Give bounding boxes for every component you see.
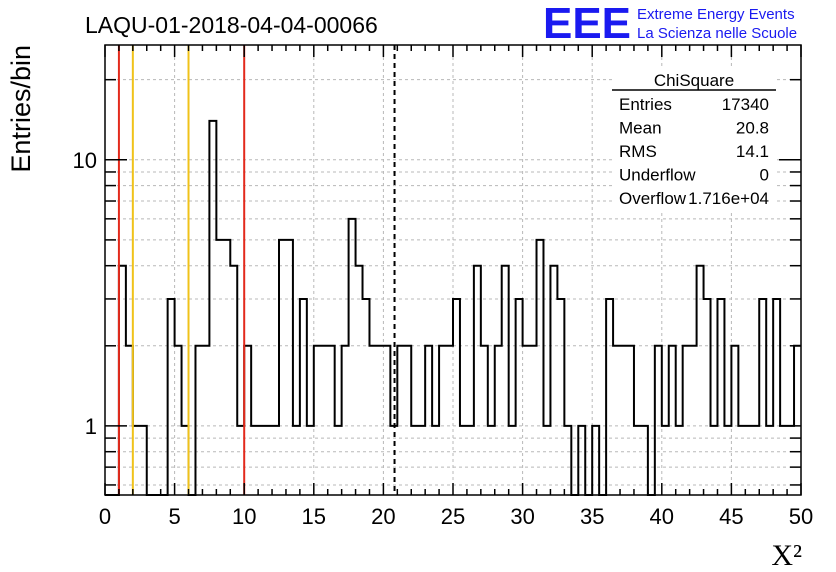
x-tick-label: 0 bbox=[99, 504, 111, 529]
histogram-bin bbox=[209, 121, 216, 495]
histogram-bin bbox=[773, 299, 780, 495]
stats-box: ChiSquare Entries 17340 Mean 20.8 RMS 14.1 Und… bbox=[612, 68, 776, 210]
x-tick-label: 35 bbox=[580, 504, 604, 529]
histogram-bin bbox=[523, 346, 530, 495]
logo-line2: La Scienza nelle Scuole bbox=[637, 25, 797, 42]
histogram-bin bbox=[759, 299, 766, 495]
histogram-bin bbox=[495, 346, 502, 495]
histogram-bin bbox=[286, 240, 293, 495]
histogram-bin bbox=[557, 299, 564, 495]
histogram-bin bbox=[731, 346, 738, 495]
stats-row-label: Entries bbox=[619, 95, 672, 114]
histogram-bin bbox=[321, 346, 328, 495]
histogram-bin bbox=[620, 346, 627, 495]
stats-row-value: 1.716e+04 bbox=[688, 189, 769, 208]
histogram-bin bbox=[537, 240, 544, 495]
histogram-bin bbox=[126, 346, 133, 495]
histogram-bin bbox=[446, 346, 453, 495]
histogram-bin bbox=[279, 240, 286, 495]
stats-row-value: 20.8 bbox=[736, 119, 769, 138]
x-tick-label: 15 bbox=[302, 504, 326, 529]
stats-row-value: 17340 bbox=[722, 95, 769, 114]
stats-row-value: 14.1 bbox=[736, 142, 769, 161]
histogram-bin bbox=[794, 346, 801, 495]
histogram-bin bbox=[300, 299, 307, 495]
histogram-outline bbox=[105, 119, 801, 496]
axes: 0 5 10 15 20 25 30 35 40 45 50 1 10 bbox=[73, 44, 813, 529]
histogram-bin bbox=[195, 346, 202, 495]
y-axis-label: Entries/bin bbox=[6, 45, 36, 173]
histogram-bin bbox=[502, 266, 509, 495]
histogram-bin bbox=[230, 266, 237, 495]
logo-mark: EEE bbox=[543, 0, 631, 48]
x-axis-label: X² bbox=[771, 539, 802, 572]
x-tick-label: 30 bbox=[510, 504, 534, 529]
x-tick-label: 50 bbox=[789, 504, 813, 529]
histogram-bin bbox=[474, 266, 481, 495]
histogram-bin bbox=[697, 266, 704, 495]
stats-row-label: Overflow bbox=[619, 189, 687, 208]
histogram-bin bbox=[376, 346, 383, 495]
histogram-bin bbox=[369, 346, 376, 495]
histogram-bin bbox=[356, 266, 363, 495]
histogram-bin bbox=[481, 346, 488, 495]
histogram-bin bbox=[244, 346, 251, 495]
histogram-bin bbox=[383, 346, 390, 495]
histogram-bin bbox=[425, 346, 432, 495]
x-tick-label: 10 bbox=[232, 504, 256, 529]
histogram-bin bbox=[516, 299, 523, 495]
histogram-bin bbox=[606, 299, 613, 495]
histogram-bin bbox=[397, 346, 404, 495]
histogram-bin bbox=[168, 299, 175, 495]
x-tick-label: 40 bbox=[650, 504, 674, 529]
chart-title: LAQU-01-2018-04-04-00066 bbox=[85, 12, 378, 38]
histogram-bin bbox=[550, 266, 557, 495]
y-tick-label: 10 bbox=[73, 148, 97, 173]
histogram-bin bbox=[530, 346, 537, 495]
stats-row-label: RMS bbox=[619, 142, 657, 161]
histogram-bin bbox=[655, 346, 662, 495]
reference-lines bbox=[117, 45, 396, 495]
histogram-bin bbox=[627, 346, 634, 495]
eee-logo: EEE Extreme Energy Events La Scienza nel… bbox=[543, 0, 797, 48]
histogram-bin bbox=[314, 346, 321, 495]
histogram-bin bbox=[223, 240, 230, 495]
histogram-bin bbox=[216, 240, 223, 495]
x-tick-label: 5 bbox=[168, 504, 180, 529]
histogram-bin bbox=[439, 346, 446, 495]
stats-box-bg bbox=[612, 68, 775, 210]
x-tick-label: 20 bbox=[371, 504, 395, 529]
stats-row-label: Underflow bbox=[619, 166, 696, 185]
histogram-bin bbox=[363, 299, 370, 495]
histogram bbox=[105, 119, 801, 496]
histogram-bin bbox=[690, 346, 697, 495]
histogram-bin bbox=[342, 346, 349, 495]
histogram-bin bbox=[453, 299, 460, 495]
histogram-bin bbox=[717, 299, 724, 495]
histogram-bin bbox=[119, 266, 126, 495]
histogram-bin bbox=[328, 346, 335, 495]
histogram-bin bbox=[404, 346, 411, 495]
histogram-bin bbox=[704, 299, 711, 495]
stats-row-value: 0 bbox=[760, 166, 769, 185]
x-tick-label: 45 bbox=[719, 504, 743, 529]
histogram-bin bbox=[175, 346, 182, 495]
histogram-bin bbox=[349, 219, 356, 495]
histogram-bin bbox=[202, 346, 209, 495]
histogram-bin bbox=[683, 346, 690, 495]
stats-title: ChiSquare bbox=[654, 71, 734, 90]
histogram-bin bbox=[613, 346, 620, 495]
logo-line1: Extreme Energy Events bbox=[637, 6, 795, 23]
x-tick-label: 25 bbox=[441, 504, 465, 529]
histogram-bin bbox=[669, 346, 676, 495]
stats-row-label: Mean bbox=[619, 119, 662, 138]
y-tick-label: 1 bbox=[85, 414, 97, 439]
